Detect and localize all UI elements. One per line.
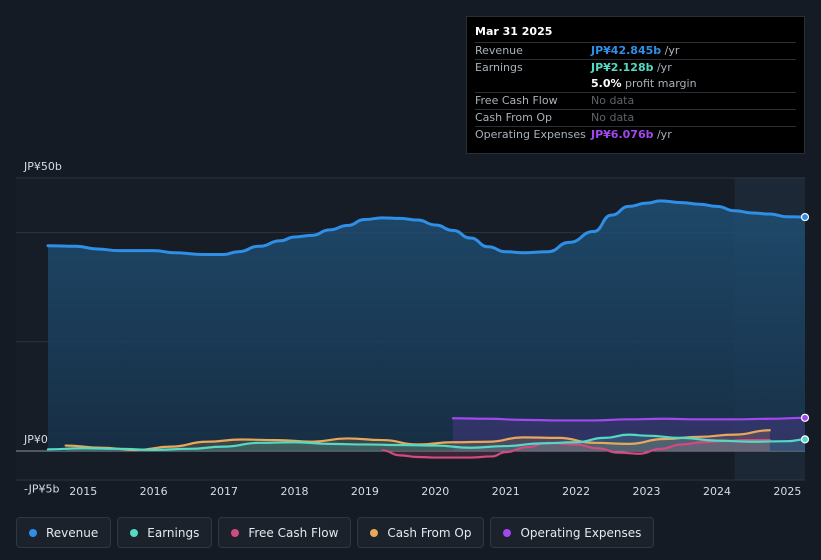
x-tick-label: 2021	[492, 485, 520, 498]
legend-dot-icon	[231, 528, 240, 537]
tooltip-unit: profit margin	[621, 77, 697, 90]
tooltip-date: Mar 31 2025	[475, 25, 553, 38]
y-axis-labels: JP¥50b JP¥0 -JP¥5b	[23, 160, 62, 495]
legend-label: Operating Expenses	[520, 525, 642, 540]
x-tick-label: 2024	[703, 485, 731, 498]
x-tick-label: 2025	[773, 485, 801, 498]
endpoint-earnings	[800, 435, 810, 444]
legend-item-operating-expenses[interactable]: Operating Expenses	[490, 517, 655, 548]
area-free-cash-flow	[382, 440, 770, 458]
endpoint-operating-expenses	[800, 413, 810, 422]
line-earnings	[46, 433, 807, 452]
tooltip-label: Earnings	[475, 61, 523, 74]
line-operating-expenses	[451, 416, 807, 422]
area-earnings	[48, 434, 805, 451]
tooltip-unit: /yr	[653, 128, 672, 141]
tooltip-value: JP¥42.845b	[591, 44, 662, 57]
data-tooltip: Mar 31 2025 Revenue JP¥42.845b /yr Earni…	[466, 16, 805, 154]
tooltip-row-margin: 5.0% profit margin	[475, 76, 796, 92]
tooltip-unit: /yr	[653, 61, 672, 74]
legend-item-earnings[interactable]: Earnings	[117, 517, 213, 548]
endpoint-revenue	[800, 212, 810, 222]
tooltip-row-fcf: Free Cash Flow No data	[475, 92, 796, 109]
legend-dot-icon	[370, 528, 379, 537]
tooltip-label: Cash From Op	[475, 111, 553, 124]
line-revenue	[46, 199, 807, 256]
tooltip-value: No data	[591, 94, 635, 107]
x-tick-label: 2017	[210, 485, 238, 498]
legend-item-free-cash-flow[interactable]: Free Cash Flow	[218, 517, 352, 548]
tooltip-row-cfo: Cash From Op No data	[475, 109, 796, 126]
line-free-cash-flow	[381, 438, 771, 459]
tooltip-value: No data	[591, 111, 635, 124]
series-endpoints	[800, 212, 810, 444]
x-tick-label: 2015	[69, 485, 97, 498]
x-tick-label: 2016	[140, 485, 168, 498]
series-lines	[46, 199, 807, 459]
legend-label: Cash From Op	[387, 525, 472, 540]
legend-label: Earnings	[147, 525, 200, 540]
legend-item-cash-from-op[interactable]: Cash From Op	[357, 517, 485, 548]
x-tick-label: 2019	[351, 485, 379, 498]
tooltip-row-revenue: Revenue JP¥42.845b /yr	[475, 42, 796, 59]
y-axis-label: JP¥0	[23, 433, 48, 446]
tooltip-value: 5.0%	[591, 77, 622, 90]
x-tick-label: 2020	[421, 485, 449, 498]
legend-item-revenue[interactable]: Revenue	[16, 517, 112, 548]
tooltip-value: JP¥2.128b	[591, 61, 654, 74]
tooltip-row-opex: Operating Expenses JP¥6.076b /yr	[475, 126, 796, 143]
chart-legend: Revenue Earnings Free Cash Flow Cash Fro…	[16, 517, 655, 548]
area-revenue	[48, 200, 805, 451]
legend-label: Revenue	[46, 525, 99, 540]
x-tick-label: 2018	[280, 485, 308, 498]
tooltip-label	[475, 76, 591, 92]
tooltip-label: Free Cash Flow	[475, 94, 558, 107]
legend-dot-icon	[29, 528, 37, 537]
legend-dot-icon	[130, 528, 139, 537]
x-tick-label: 2022	[562, 485, 590, 498]
legend-dot-icon	[503, 528, 512, 537]
tooltip-unit: /yr	[661, 44, 680, 57]
tooltip-row-earnings: Earnings JP¥2.128b /yr	[475, 59, 796, 76]
y-axis-label: JP¥50b	[23, 160, 62, 173]
tooltip-value: JP¥6.076b	[591, 128, 654, 141]
y-axis-label: -JP¥5b	[24, 482, 59, 495]
tooltip-label: Operating Expenses	[475, 128, 586, 141]
x-axis-labels: 2015 2016 2017 2018 2019 2020 2021 2022 2023 2024…	[69, 485, 801, 498]
x-tick-label: 2023	[633, 485, 661, 498]
tooltip-label: Revenue	[475, 44, 523, 57]
legend-label: Free Cash Flow	[248, 525, 339, 540]
